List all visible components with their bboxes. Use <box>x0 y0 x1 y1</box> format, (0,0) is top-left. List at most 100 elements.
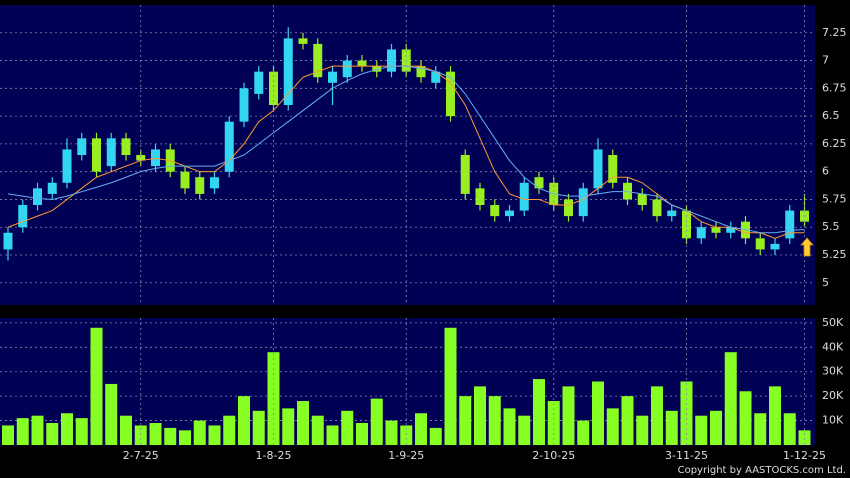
volume-bar <box>577 420 590 445</box>
volume-bar <box>798 430 811 445</box>
volume-bar <box>193 420 206 445</box>
volume-bar <box>710 410 722 445</box>
volume-bar <box>370 398 383 445</box>
x-tick-label: 2-7-25 <box>123 449 159 462</box>
volume-bar <box>503 408 516 445</box>
candle-body <box>33 188 42 205</box>
volume-bar <box>739 391 752 445</box>
volume-bar <box>61 413 73 445</box>
volume-bar <box>31 415 44 445</box>
y-tick-label: 5.5 <box>822 220 840 233</box>
candle-body <box>623 182 632 200</box>
y-tick-label: 30K <box>822 365 844 378</box>
volume-bar <box>400 425 413 445</box>
volume-bar <box>149 423 162 445</box>
volume-bar <box>252 410 265 445</box>
candle-body <box>519 182 529 211</box>
candle-body <box>770 243 780 250</box>
candle-body <box>62 149 72 183</box>
candle-body <box>18 205 28 228</box>
y-tick-label: 6.5 <box>822 109 840 122</box>
candle-body <box>682 210 691 239</box>
candle-body <box>696 227 706 239</box>
volume-bar <box>75 418 88 445</box>
volume-bar <box>16 418 29 445</box>
candle-body <box>608 155 618 183</box>
volume-bar <box>533 379 545 445</box>
y-tick-label: 7 <box>822 54 829 67</box>
volume-bar <box>459 396 472 445</box>
candle-body <box>3 232 13 250</box>
candle-body <box>726 227 736 233</box>
candle-body <box>711 227 721 233</box>
volume-bar <box>120 415 132 445</box>
candle-body <box>460 155 470 194</box>
candle-body <box>534 177 544 189</box>
y-tick-label: 5 <box>822 276 829 289</box>
volume-bar <box>562 386 575 445</box>
candle-body <box>47 182 57 194</box>
candle-body <box>254 71 264 94</box>
candle-body <box>298 38 308 44</box>
volume-bar <box>444 327 457 445</box>
volume-bar <box>592 381 604 445</box>
candle-body <box>106 138 116 167</box>
volume-bar <box>651 386 663 445</box>
volume-bar <box>238 396 250 445</box>
y-tick-label: 7.25 <box>822 26 847 39</box>
candle-body <box>210 177 219 189</box>
y-tick-label: 5.75 <box>822 192 847 205</box>
volume-bar <box>223 415 236 445</box>
candle-body <box>195 177 205 194</box>
arrow-icon <box>800 237 814 257</box>
x-tick-label: 2-10-25 <box>532 449 575 462</box>
candle-body <box>239 88 249 122</box>
volume-bar <box>488 396 501 445</box>
volume-bar <box>105 383 118 445</box>
candle-body <box>224 121 234 172</box>
candle-body <box>136 155 146 161</box>
candle-body <box>446 71 455 117</box>
candle-body <box>121 138 131 155</box>
volume-bar <box>385 420 398 445</box>
y-tick-label: 6 <box>822 165 829 178</box>
candle-body <box>490 205 500 217</box>
volume-bar <box>356 423 368 445</box>
volume-bar <box>724 352 737 445</box>
volume-bar <box>282 408 295 445</box>
volume-bar <box>2 425 14 445</box>
volume-bar <box>46 423 59 445</box>
candle-body <box>328 71 337 83</box>
candle-body <box>667 210 677 217</box>
volume-bar <box>754 413 767 445</box>
candle-body <box>269 71 278 105</box>
y-tick-label: 20K <box>822 389 844 402</box>
candle-body <box>785 210 795 239</box>
y-tick-label: 40K <box>822 340 844 353</box>
volume-bar <box>518 415 531 445</box>
candle-body <box>564 199 573 217</box>
volume-bar <box>783 413 796 445</box>
candle-body <box>372 66 382 72</box>
volume-bar <box>769 386 781 445</box>
x-tick-label: 3-11-25 <box>665 449 708 462</box>
volume-bar <box>164 427 177 445</box>
volume-bar <box>636 415 649 445</box>
candle-body <box>593 149 603 189</box>
volume-bar <box>179 430 191 445</box>
x-tick-label: 1-12-25 <box>783 449 826 462</box>
volume-bar <box>208 425 221 445</box>
volume-bar <box>621 396 634 445</box>
volume-bar <box>429 427 442 445</box>
candle-body <box>151 149 160 167</box>
volume-bar <box>134 425 147 445</box>
candle-body <box>741 221 750 239</box>
volume-bar <box>297 401 309 445</box>
copyright: Copyright by AASTOCKS.com Ltd. <box>678 465 846 476</box>
volume-bar <box>606 408 619 445</box>
candle-body <box>578 188 588 217</box>
x-tick-label: 1-9-25 <box>388 449 424 462</box>
candle-body <box>357 60 367 67</box>
candle-body <box>387 49 396 72</box>
